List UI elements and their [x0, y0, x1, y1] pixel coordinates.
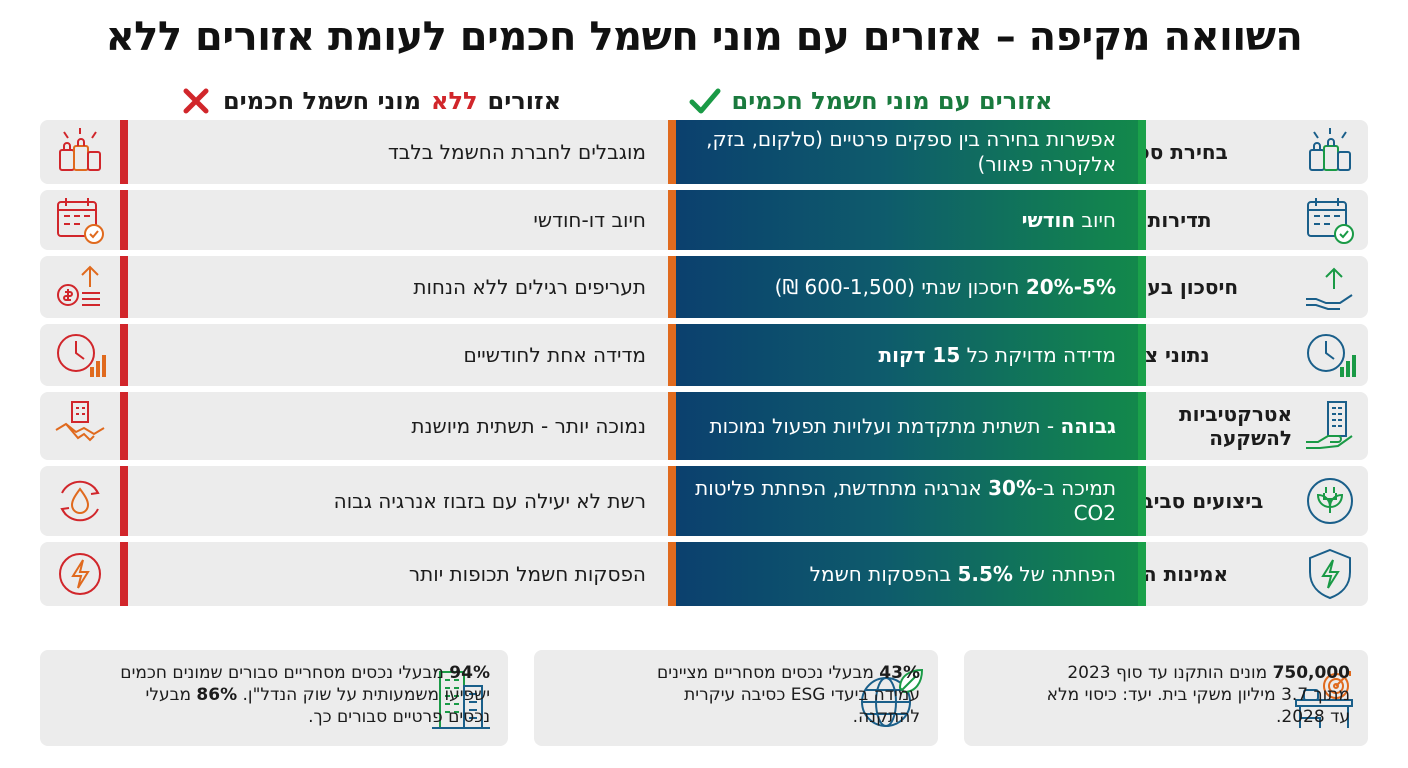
comparison-row: אטרקטיביות להשקעה גבוהה - תשתית מתקדמת ו…: [40, 392, 1368, 460]
smart-value: גבוהה - תשתית מתקדמת ועלויות תפעול נמוכו…: [668, 392, 1146, 460]
building-handshake-icon: [1306, 401, 1353, 449]
target-desk-icon: [1295, 671, 1353, 728]
red-divider: [120, 542, 128, 606]
globe-leaf-icon: [861, 668, 924, 727]
eco-plug-icon: [1307, 478, 1353, 524]
nosmart-value: נמוכה יותר - תשתית מיושנת: [411, 414, 646, 438]
office-building-icon: [432, 671, 490, 729]
nosmart-value: מוגבלים לחברת החשמל בלבד: [387, 140, 646, 164]
red-divider: [120, 256, 128, 318]
comparison-row: בחירת ספקים אפשרות בחירה בין ספקים פרטיי…: [40, 120, 1368, 184]
cross-icon: [183, 88, 209, 114]
building-handshake-icon: [55, 401, 105, 442]
stat-box-realestate: 94% מבעלי נכסים מסחריים סבורים שמונים חכ…: [40, 650, 508, 746]
nosmart-value: הפסקות חשמל תכופות יותר: [408, 562, 646, 586]
smart-header-label: אזורים עם מוני חשמל חכמים: [731, 87, 1053, 115]
checkmark-icon: [689, 88, 720, 114]
row-label: אטרקטיביות להשקעה: [1179, 402, 1292, 450]
smart-value: חיוב חודשי: [668, 190, 1146, 250]
smart-value: מדידה מדויקת כל 15 דקות: [668, 324, 1146, 386]
red-divider: [120, 392, 128, 460]
comparison-row: תדירות חיוב חיוב חודשי חיוב דו-חודשי: [40, 190, 1368, 250]
eco-plug-icon: [60, 480, 100, 522]
shield-bolt-icon: [1309, 548, 1351, 600]
stat-text: 94% מבעלי נכסים מסחריים סבורים שמונים חכ…: [120, 663, 490, 728]
nosmart-value: תעריפים רגילים ללא הנחות: [413, 275, 646, 299]
nosmart-value: רשת לא יעילה עם בזבוז אנרגיה גבוה: [333, 489, 646, 513]
nosmart-header-suffix: מוני חשמל חכמים: [222, 87, 421, 115]
nosmart-header-prefix: אזורים: [487, 87, 562, 115]
comparison-row: אמינות הרשת הפחתה של 5.5% בהפסקות חשמל ה…: [40, 542, 1368, 606]
smart-value: הפחתה של 5.5% בהפסקות חשמל: [668, 542, 1146, 606]
nosmart-value: חיוב דו-חודשי: [533, 208, 646, 232]
shopping-bags-icon: [1309, 128, 1351, 171]
clock-chart-icon: [1307, 334, 1356, 377]
comparison-row: חיסכון בעלויות 5%-20% חיסכון שנתי (600-1…: [40, 256, 1368, 318]
lightning-alert-icon: [59, 553, 101, 595]
stat-box-meters: 750,000 מונים הותקנו עד סוף 2023 מתוך 3.…: [964, 650, 1368, 746]
shopping-bags-icon: [59, 128, 101, 171]
nosmart-column-header: אזורים ללא מוני חשמל חכמים: [120, 84, 620, 118]
red-divider: [120, 120, 128, 184]
stat-box-esg: 43% מבעלי נכסים מסחריים מציינים עמידה בי…: [534, 650, 938, 746]
calendar-check-icon: [1307, 198, 1354, 244]
comparison-row: נתוני צריכה מדידה מדויקת כל 15 דקות מדיד…: [40, 324, 1368, 386]
comparison-row: ביצועים סביבתיים תמיכה ב-30% אנרגיה מתחד…: [40, 466, 1368, 536]
savings-growth-icon: [1306, 267, 1353, 310]
stat-text: 43% מבעלי נכסים מסחריים מציינים עמידה בי…: [657, 663, 920, 728]
calendar-check-icon: [57, 198, 104, 244]
smart-column-header: אזורים עם מוני חשמל חכמים: [640, 84, 1100, 118]
smart-value: 5%-20% חיסכון שנתי (600-1,500 ₪): [668, 256, 1146, 318]
smart-value: תמיכה ב-30% אנרגיה מתחדשת, הפחתת פליטות …: [668, 466, 1146, 536]
nosmart-value: מדידה אחת לחודשיים: [463, 343, 646, 367]
nosmart-header-negation: ללא: [431, 87, 478, 115]
page-title: השוואה מקיפה – אזורים עם מוני חשמל חכמים…: [105, 14, 1303, 60]
red-divider: [120, 190, 128, 250]
clock-chart-icon: [57, 334, 106, 377]
red-divider: [120, 324, 128, 386]
red-divider: [120, 466, 128, 536]
stat-text: 750,000 מונים הותקנו עד סוף 2023 מתוך 3.…: [1046, 663, 1350, 728]
savings-growth-icon: [57, 265, 100, 306]
smart-value: אפשרות בחירה בין ספקים פרטיים (סלקום, בז…: [668, 120, 1146, 184]
